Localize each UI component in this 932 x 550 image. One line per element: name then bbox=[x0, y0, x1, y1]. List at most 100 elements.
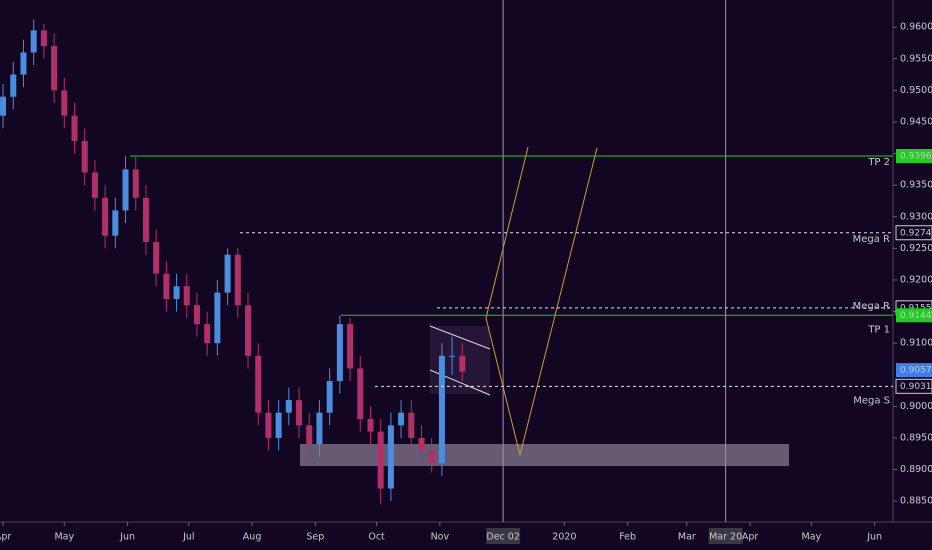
candle-body bbox=[377, 431, 384, 489]
candle-body bbox=[306, 425, 313, 445]
candle-body bbox=[30, 30, 37, 53]
candle-body bbox=[51, 46, 58, 91]
candle-body bbox=[122, 169, 129, 211]
price-box-label: 0.93961 bbox=[900, 152, 932, 162]
price-box: 0.92747 bbox=[895, 225, 932, 241]
support-zone bbox=[300, 444, 789, 466]
price-box-bg bbox=[895, 225, 932, 241]
candle-body bbox=[428, 450, 435, 464]
price-box-label: 0.91441 bbox=[900, 311, 932, 321]
candle-body bbox=[316, 412, 323, 445]
price-box-label: 0.90317 bbox=[900, 382, 932, 392]
candle-body bbox=[214, 292, 221, 344]
candle-body bbox=[459, 355, 466, 372]
candle-body bbox=[418, 437, 425, 451]
candle-body bbox=[10, 74, 17, 97]
candle-body bbox=[296, 400, 303, 426]
projection-line bbox=[485, 147, 598, 456]
candle-body bbox=[224, 254, 231, 293]
x-tick-label: May bbox=[802, 532, 822, 543]
x-tick-box bbox=[486, 528, 521, 544]
candle-body bbox=[244, 305, 251, 356]
price-box: 0.93961 bbox=[896, 149, 932, 164]
candle-body bbox=[265, 412, 272, 438]
candle-body bbox=[81, 140, 88, 173]
candle-body bbox=[102, 197, 109, 236]
candle-body bbox=[326, 381, 333, 413]
candle-body bbox=[0, 96, 7, 116]
price-box-bg bbox=[896, 308, 932, 323]
candle-body bbox=[132, 169, 139, 198]
x-tick-label: Apr bbox=[742, 532, 759, 543]
x-tick-label: May bbox=[54, 532, 74, 543]
candle-body bbox=[183, 286, 190, 306]
price-box-label: 0.92747 bbox=[900, 228, 932, 238]
candle-body bbox=[357, 368, 364, 419]
candle-body bbox=[71, 115, 78, 141]
candle-body bbox=[193, 305, 200, 325]
candle-body bbox=[285, 400, 292, 413]
price-box: 0.90317 bbox=[895, 378, 932, 394]
x-tick-label: Nov bbox=[431, 532, 450, 543]
candle-body bbox=[234, 254, 241, 306]
x-tick-label: Jun bbox=[119, 532, 135, 543]
candle-body bbox=[163, 273, 170, 299]
candle-body bbox=[449, 355, 456, 357]
candle-body bbox=[367, 418, 374, 432]
x-tick-label: Mar bbox=[678, 532, 696, 543]
x-tick-label: Aug bbox=[243, 532, 262, 543]
candle-body bbox=[40, 30, 47, 47]
candle-body bbox=[347, 324, 354, 369]
candle-body bbox=[20, 52, 27, 75]
x-tick-label: Sep bbox=[306, 532, 324, 543]
level-name: Mega R bbox=[853, 234, 890, 245]
candle-body bbox=[387, 425, 394, 489]
y-tick-label: 0.88500 bbox=[900, 496, 932, 507]
candle-body bbox=[91, 172, 98, 198]
candle-body bbox=[153, 242, 160, 274]
price-box: 0.91441 bbox=[896, 308, 932, 323]
candle-body bbox=[336, 324, 343, 382]
candle-body bbox=[398, 412, 405, 426]
level-name: TP 2 bbox=[867, 157, 890, 168]
last-price-bg bbox=[896, 363, 932, 378]
candle-body bbox=[438, 355, 445, 464]
x-tick-label: Jun bbox=[866, 532, 882, 543]
candle-body bbox=[112, 210, 119, 236]
candle-body bbox=[408, 412, 415, 438]
level-name: Mega S bbox=[853, 395, 890, 406]
x-tick-label: Oct bbox=[368, 532, 385, 543]
candle-body bbox=[61, 90, 68, 116]
level-name: Mega R bbox=[853, 301, 890, 312]
price-box-bg bbox=[895, 378, 932, 394]
candle-body bbox=[142, 197, 149, 243]
x-tick-label: Dec 02 bbox=[486, 532, 520, 543]
last-price-label: 0.90574 bbox=[900, 366, 932, 376]
x-tick-label: Jul bbox=[182, 532, 194, 543]
x-tick-label: Apr bbox=[0, 532, 11, 543]
candle-body bbox=[204, 324, 211, 344]
x-tick-label: 2020 bbox=[552, 532, 576, 543]
candle-body bbox=[255, 355, 262, 413]
channel-line bbox=[429, 325, 491, 350]
level-name: TP 1 bbox=[867, 324, 890, 335]
candle-body bbox=[173, 286, 180, 299]
price-box-bg bbox=[896, 149, 932, 164]
x-tick-label: Feb bbox=[619, 532, 636, 543]
candle-body bbox=[275, 412, 282, 438]
x-tick-box bbox=[708, 528, 743, 544]
